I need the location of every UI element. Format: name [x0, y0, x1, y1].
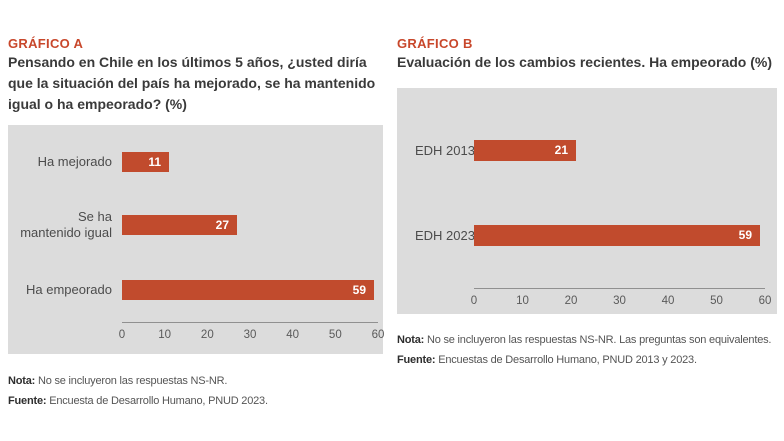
bar-value-label: 59 — [738, 228, 752, 242]
chart-a-kicker: GRÁFICO A — [8, 36, 84, 51]
bar: 59 — [122, 280, 374, 300]
chart-b-note-line: Nota: No se incluyeron las respuestas NS… — [397, 330, 771, 350]
x-axis-tick-label: 60 — [758, 295, 772, 307]
bar-value-label: 21 — [554, 143, 568, 157]
bar: 21 — [474, 140, 576, 161]
category-label: Se ha mantenido igual — [20, 209, 112, 240]
chart-b-source-text: Encuestas de Desarrollo Humano, PNUD 201… — [438, 354, 697, 366]
x-axis-tick-label: 0 — [118, 329, 126, 341]
x-axis-tick-label: 20 — [564, 295, 578, 307]
chart-a-notes: Nota: No se incluyeron las respuestas NS… — [8, 371, 268, 411]
x-axis-tick-label: 20 — [200, 329, 214, 341]
bar: 11 — [122, 152, 169, 172]
x-axis-tick-label: 40 — [661, 295, 675, 307]
bar-row: EDH 2013 21 — [397, 140, 777, 161]
chart-a-source-text: Encuesta de Desarrollo Humano, PNUD 2023… — [49, 395, 268, 407]
bar-value-label: 27 — [215, 218, 229, 232]
chart-b-note-text: No se incluyeron las respuestas NS-NR. L… — [426, 334, 772, 346]
chart-b-kicker: GRÁFICO B — [397, 36, 473, 51]
x-axis-tick-label: 30 — [613, 295, 626, 307]
chart-b-note-label: Nota: — [397, 334, 425, 346]
chart-a-note-text: No se incluyeron las respuestas NS-NR. — [37, 375, 228, 387]
bar-value-label: 59 — [352, 283, 366, 297]
category-label: EDH 2023 — [415, 227, 475, 243]
x-axis-tick-label: 30 — [243, 329, 257, 341]
x-axis-tick-label: 10 — [516, 295, 529, 307]
chart-b-title: Evaluación de los cambios recientes. Ha … — [397, 54, 773, 70]
chart-a-source-line: Fuente: Encuesta de Desarrollo Humano, P… — [8, 391, 268, 411]
bar-row: Ha empeorado 59 — [8, 280, 383, 300]
x-axis-tick-label: 0 — [470, 295, 478, 307]
chart-a-plot-panel: Ha mejorado 11 Se ha mantenido igual 27 Ha e… — [8, 125, 384, 354]
category-label: Ha empeorado — [26, 282, 112, 297]
chart-b-source-line: Fuente: Encuestas de Desarrollo Humano, … — [397, 350, 771, 370]
chart-a-source-label: Fuente: — [8, 395, 47, 407]
bar: 27 — [122, 215, 237, 235]
chart-a-note-label: Nota: — [8, 375, 36, 387]
chart-b-notes: Nota: No se incluyeron las respuestas NS… — [397, 330, 771, 370]
bar-row: Se ha mantenido igual 27 — [8, 209, 383, 240]
chart-a-title: Pensando en Chile en los últimos 5 años,… — [8, 54, 376, 112]
x-axis-tick-label: 50 — [328, 329, 342, 341]
x-axis-tick-label: 10 — [158, 329, 172, 341]
bar-row: Ha mejorado 11 — [8, 152, 383, 172]
x-axis-tick-label: 50 — [710, 295, 723, 307]
x-axis-line — [122, 322, 378, 323]
chart-b-source-label: Fuente: — [397, 354, 436, 366]
x-axis-line — [474, 288, 765, 289]
category-label: Ha mejorado — [37, 154, 112, 169]
x-axis-tick-label: 40 — [286, 329, 300, 341]
x-axis-tick-label: 60 — [371, 329, 385, 341]
chart-b-plot-panel: EDH 2013 21 EDH 2023 59 0 10 20 30 40 50 60 — [397, 88, 777, 314]
chart-a-note-line: Nota: No se incluyeron las respuestas NS… — [8, 371, 268, 391]
bar-row: EDH 2023 59 — [397, 225, 777, 246]
category-label: EDH 2013 — [415, 142, 475, 158]
bar: 59 — [474, 225, 760, 246]
bar-value-label: 11 — [148, 155, 161, 169]
